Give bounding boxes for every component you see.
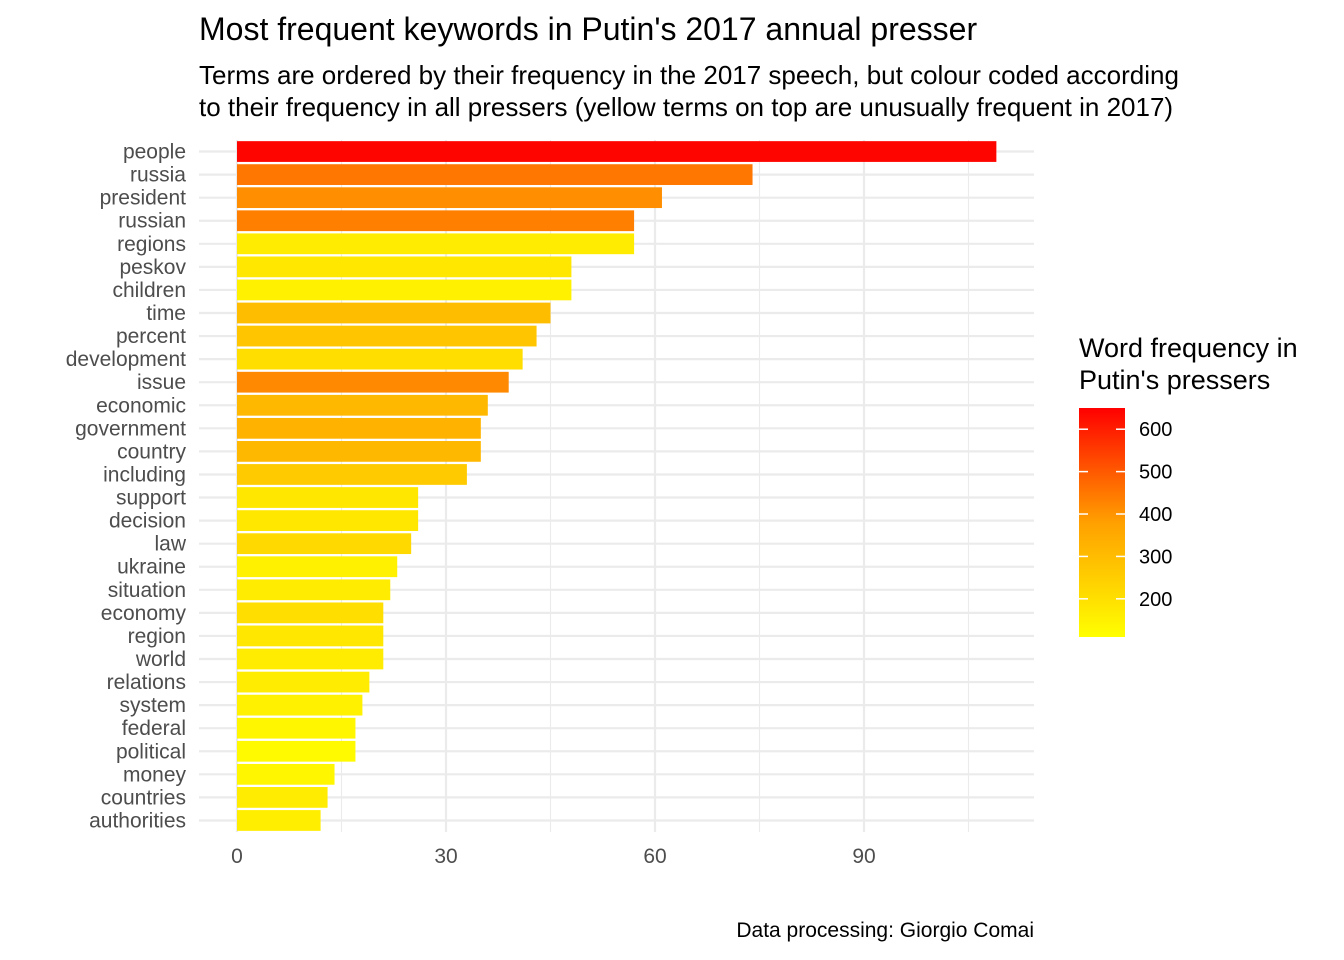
bar-development bbox=[237, 348, 523, 370]
legend-title-line-1: Word frequency in bbox=[1079, 333, 1298, 363]
chart-caption: Data processing: Giorgio Comai bbox=[736, 919, 1034, 942]
y-label-president: president bbox=[100, 187, 187, 210]
legend: Word frequency in Putin's pressers 200 30… bbox=[1079, 333, 1298, 637]
y-label-ukraine: ukraine bbox=[117, 556, 186, 579]
bar-money bbox=[237, 763, 335, 785]
bar-authorities bbox=[237, 810, 321, 831]
bar-world bbox=[237, 648, 384, 670]
bar-peskov bbox=[237, 256, 572, 278]
y-axis-labels: peoplerussiapresidentrussianregionspesko… bbox=[66, 141, 187, 833]
bar-issue bbox=[237, 371, 509, 393]
y-label-development: development bbox=[66, 348, 186, 371]
y-label-including: including bbox=[103, 463, 186, 486]
bar-region bbox=[237, 625, 384, 647]
y-label-economy: economy bbox=[101, 602, 187, 625]
x-tick-label: 60 bbox=[643, 845, 666, 868]
y-label-support: support bbox=[116, 487, 186, 510]
y-label-authorities: authorities bbox=[89, 809, 186, 832]
bar-russian bbox=[237, 210, 635, 232]
chart-title: Most frequent keywords in Putin's 2017 a… bbox=[199, 11, 977, 47]
y-label-system: system bbox=[119, 694, 186, 717]
chart-subtitle-line-2: to their frequency in all pressers (yell… bbox=[199, 92, 1173, 122]
y-label-peskov: peskov bbox=[119, 256, 186, 279]
bar-relations bbox=[237, 671, 370, 693]
bar-ukraine bbox=[237, 556, 398, 578]
bar-law bbox=[237, 533, 412, 555]
y-label-law: law bbox=[154, 533, 186, 556]
legend-tick-label: 500 bbox=[1139, 462, 1172, 484]
bar-president bbox=[237, 187, 662, 209]
y-label-issue: issue bbox=[137, 371, 186, 394]
y-label-federal: federal bbox=[122, 717, 186, 740]
y-label-regions: regions bbox=[117, 233, 186, 256]
bar-decision bbox=[237, 510, 419, 531]
bar-support bbox=[237, 487, 419, 508]
legend-tick-label: 400 bbox=[1139, 504, 1172, 526]
bar-system bbox=[237, 694, 363, 716]
legend-tick-label: 600 bbox=[1139, 419, 1172, 441]
y-label-russian: russian bbox=[118, 210, 186, 233]
y-label-country: country bbox=[117, 440, 186, 463]
bar-including bbox=[237, 464, 467, 485]
y-label-world: world bbox=[135, 648, 186, 671]
bar-people bbox=[237, 141, 997, 162]
bar-regions bbox=[237, 233, 635, 255]
y-label-children: children bbox=[112, 279, 186, 302]
bars bbox=[237, 141, 997, 831]
y-label-region: region bbox=[128, 625, 186, 648]
x-tick-label: 90 bbox=[852, 845, 875, 868]
legend-colorbar bbox=[1079, 408, 1125, 637]
y-label-time: time bbox=[146, 302, 186, 325]
bar-political bbox=[237, 740, 356, 762]
y-label-decision: decision bbox=[109, 510, 186, 533]
bar-children bbox=[237, 279, 572, 301]
y-label-situation: situation bbox=[108, 579, 186, 602]
legend-ticks: 200 300 400 500 600 bbox=[1079, 419, 1172, 611]
chart-subtitle-line-1: Terms are ordered by their frequency in … bbox=[199, 60, 1179, 90]
y-label-government: government bbox=[75, 417, 186, 440]
legend-tick-label: 200 bbox=[1139, 589, 1172, 611]
bar-economic bbox=[237, 394, 488, 416]
bar-percent bbox=[237, 325, 537, 347]
x-axis-labels: 0 30 60 90 bbox=[231, 845, 876, 868]
legend-title-line-2: Putin's pressers bbox=[1079, 365, 1270, 395]
legend-tick-label: 300 bbox=[1139, 546, 1172, 568]
y-label-political: political bbox=[116, 740, 186, 763]
y-label-money: money bbox=[123, 763, 187, 786]
bar-countries bbox=[237, 787, 328, 808]
bar-country bbox=[237, 441, 481, 462]
bar-government bbox=[237, 417, 481, 439]
x-tick-label: 0 bbox=[231, 845, 243, 868]
y-label-percent: percent bbox=[116, 325, 186, 348]
y-label-relations: relations bbox=[107, 671, 186, 694]
bar-situation bbox=[237, 579, 391, 601]
bar-economy bbox=[237, 602, 384, 624]
bar-federal bbox=[237, 717, 356, 739]
y-label-economic: economic bbox=[96, 394, 186, 417]
y-label-people: people bbox=[123, 141, 186, 164]
y-label-russia: russia bbox=[130, 164, 186, 187]
x-tick-label: 30 bbox=[434, 845, 457, 868]
bar-time bbox=[237, 302, 551, 324]
bar-russia bbox=[237, 164, 753, 185]
y-label-countries: countries bbox=[101, 786, 186, 809]
